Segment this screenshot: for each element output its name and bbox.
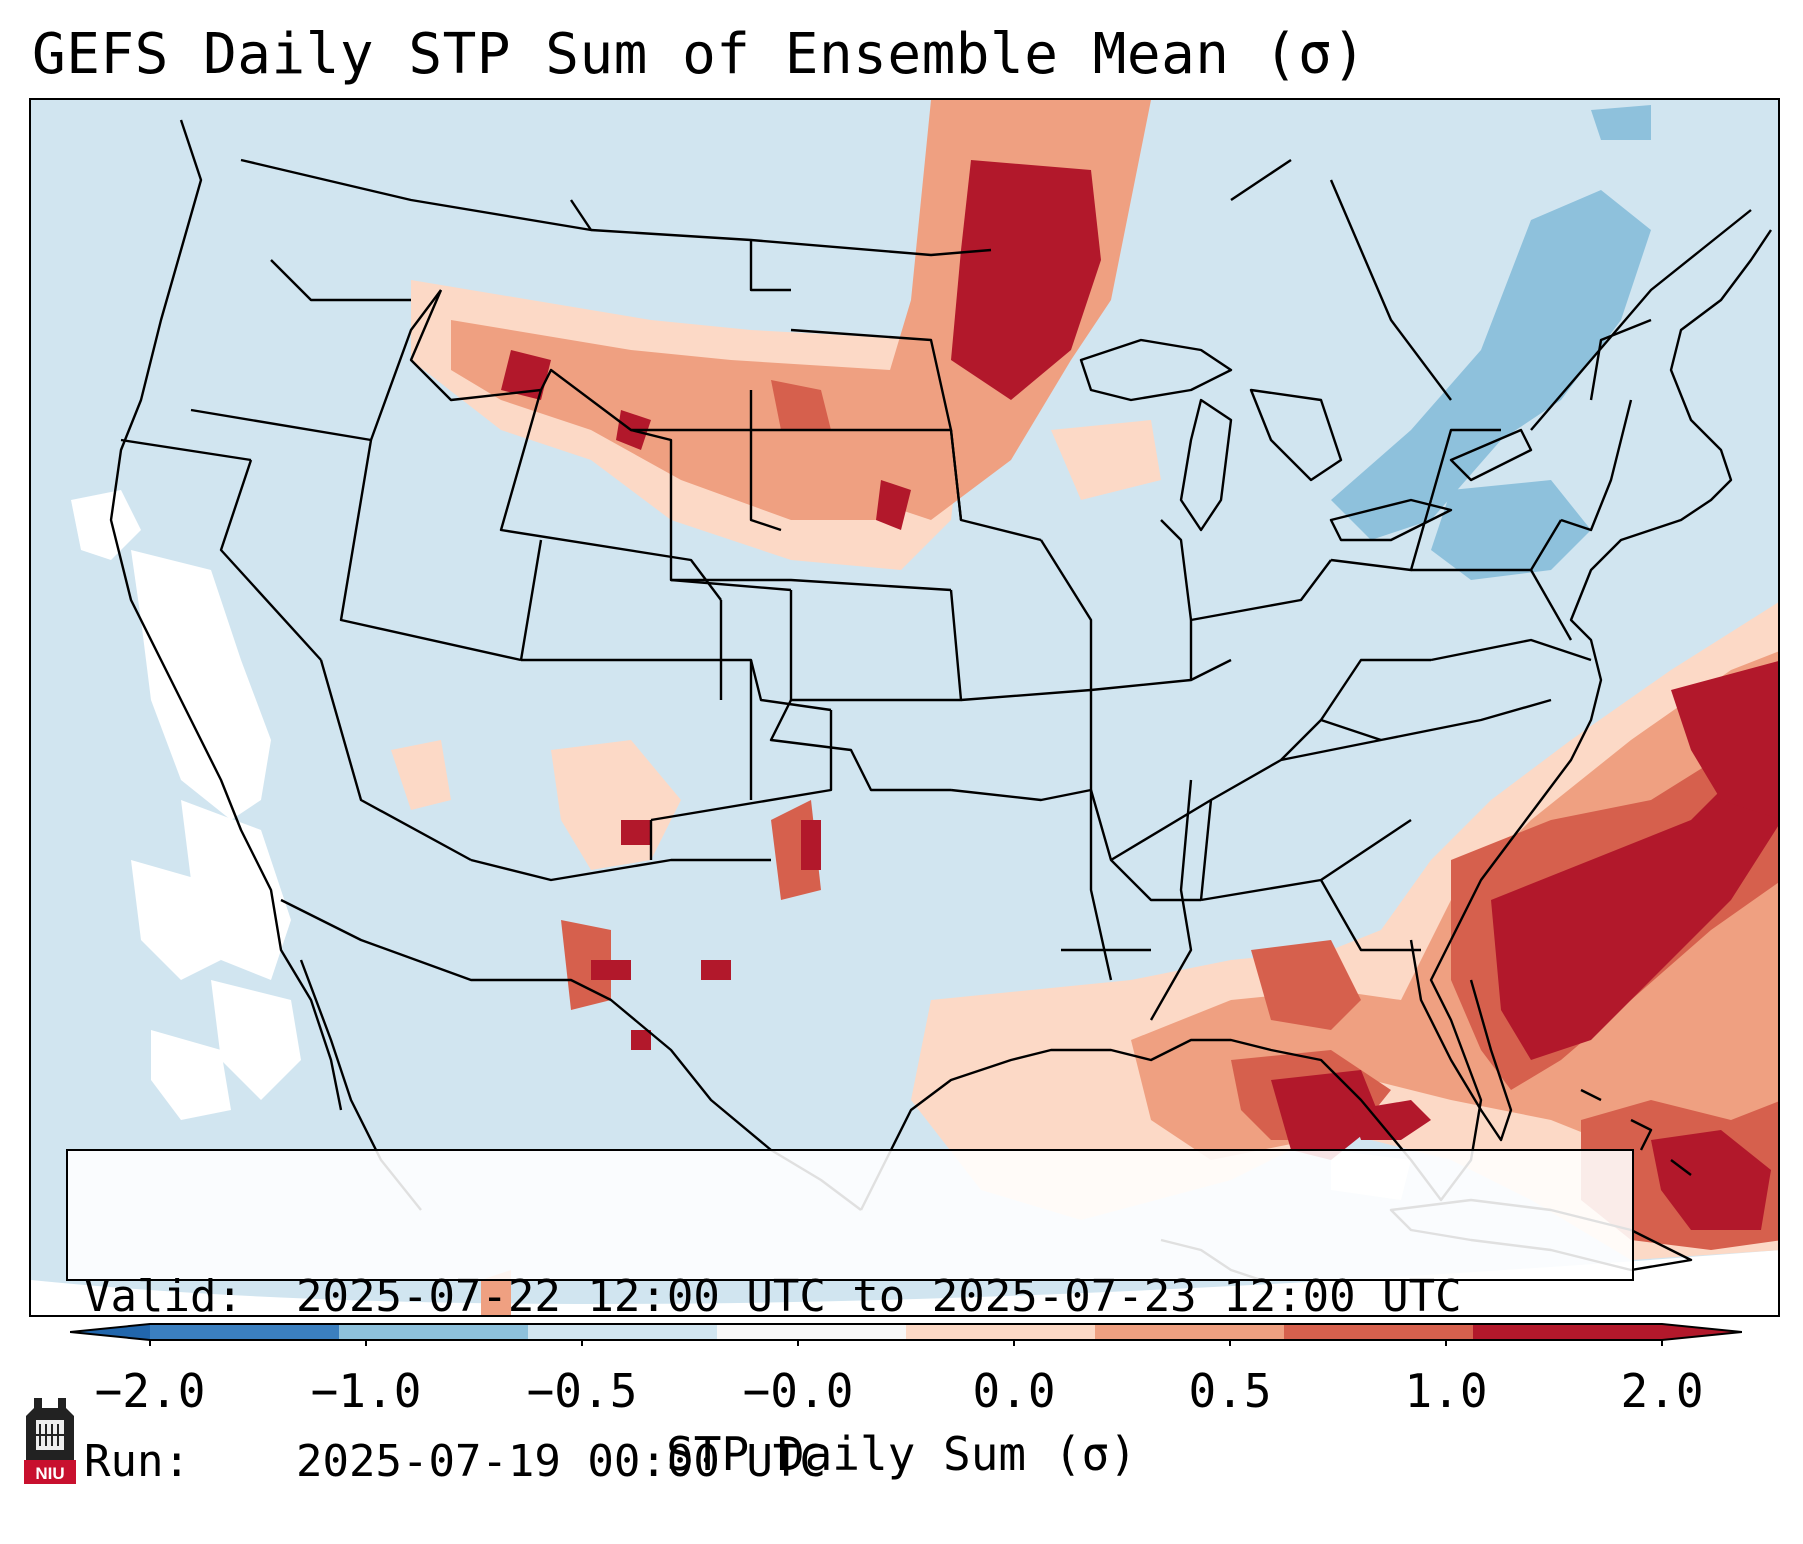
- colorbar-segment: [717, 1324, 907, 1340]
- state-borders: [120, 158, 1652, 1021]
- negative-anomaly-region: [1331, 105, 1651, 580]
- map-panel[interactable]: [29, 98, 1780, 1317]
- colorbar-segment: [339, 1324, 529, 1340]
- positive-anomaly-southwest: [391, 740, 821, 1315]
- positive-anomaly-northern-plains: [411, 100, 1161, 570]
- colorbar-tick-label: 0.0: [972, 1364, 1056, 1418]
- colorbar-segment: [1095, 1324, 1285, 1340]
- colorbar-tick-label: −0.0: [742, 1364, 854, 1418]
- colorbar-tick-label: 0.5: [1188, 1364, 1272, 1418]
- valid-value: 2025-07-22 12:00 UTC to 2025-07-23 12:00…: [296, 1271, 1462, 1322]
- colorbar-segment: [1473, 1324, 1663, 1340]
- colorbar-segment: [1284, 1324, 1474, 1340]
- colorbar-tick-label: −0.5: [526, 1364, 638, 1418]
- colorbar-segment: [528, 1324, 718, 1340]
- valid-run-info: Valid: 2025-07-22 12:00 UTC to 2025-07-23…: [66, 1149, 1634, 1487]
- colorbar-extend-low: [70, 1324, 150, 1340]
- projection-edge: [31, 1250, 1778, 1315]
- colorbar-tick-label: 2.0: [1620, 1364, 1704, 1418]
- run-value: 2025-07-19 00:00 UTC: [296, 1436, 826, 1487]
- valid-label: Valid:: [84, 1271, 243, 1322]
- colorbar-tick-label: −1.0: [310, 1364, 422, 1418]
- colorbar-tick-label: 1.0: [1404, 1364, 1488, 1418]
- colorbar-label: STP Daily Sum (σ): [666, 1427, 1137, 1481]
- logo-text: NIU: [35, 1464, 64, 1483]
- map-title: GEFS Daily STP Sum of Ensemble Mean (σ): [32, 22, 1367, 87]
- colorbar-segment: [906, 1324, 1096, 1340]
- colorbar: [70, 1323, 1742, 1346]
- colorbar-extend-high: [1662, 1324, 1742, 1340]
- run-label: Run:: [84, 1436, 190, 1487]
- map-canvas: [31, 100, 1778, 1315]
- colorbar-tick-label: −2.0: [94, 1364, 206, 1418]
- colorbar-segment: [150, 1324, 340, 1340]
- niu-logo-icon: NIU: [24, 1398, 76, 1484]
- positive-anomaly-southeast: [911, 602, 1778, 1260]
